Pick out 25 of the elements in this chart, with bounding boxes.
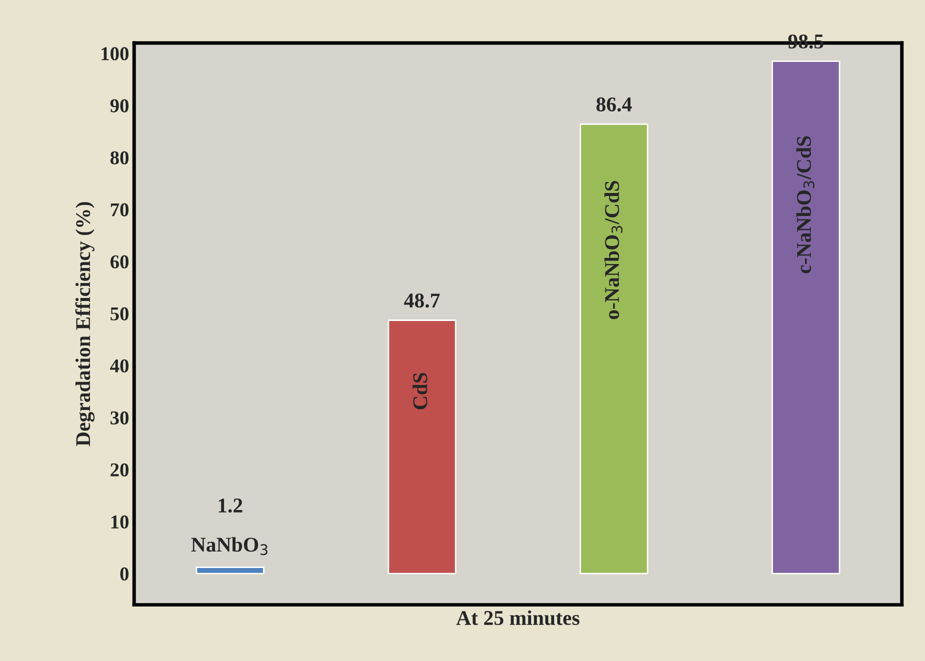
bar: [772, 60, 840, 574]
data-label: 98.5: [788, 34, 824, 49]
x-tick-label: c-NaNbO$_{3}$/CdS: [796, 136, 814, 274]
y-tick-label: 20: [110, 463, 129, 476]
y-tick-label: 30: [110, 411, 129, 424]
y-tick-label: 10: [111, 515, 129, 529]
y-tick-label: 80: [110, 151, 129, 164]
bar: [196, 566, 264, 574]
y-tick-label: 100: [102, 47, 129, 60]
y-tick-label: 60: [110, 255, 129, 268]
bar: [580, 123, 648, 574]
y-tick-label: 40: [110, 359, 129, 372]
x-tick-label: o-NaNbO$_{3}$/CdS: [604, 181, 622, 320]
y-tick-label: 90: [110, 99, 129, 112]
x-tick-label: NaNbO$_{3}$: [191, 537, 268, 556]
bar: [388, 320, 456, 574]
x-tick-label: CdS: [412, 372, 428, 410]
y-tick-label: 0: [120, 567, 129, 581]
data-label: 48.7: [404, 294, 440, 308]
y-tick-label: 50: [110, 307, 129, 320]
data-label: 86.4: [596, 97, 632, 112]
y-axis-title: Degradation Efficiency (%): [75, 202, 95, 446]
x-axis-title: At 25 minutes: [456, 610, 580, 626]
data-label: 1.2: [218, 498, 242, 513]
y-tick-label: 70: [110, 203, 129, 216]
